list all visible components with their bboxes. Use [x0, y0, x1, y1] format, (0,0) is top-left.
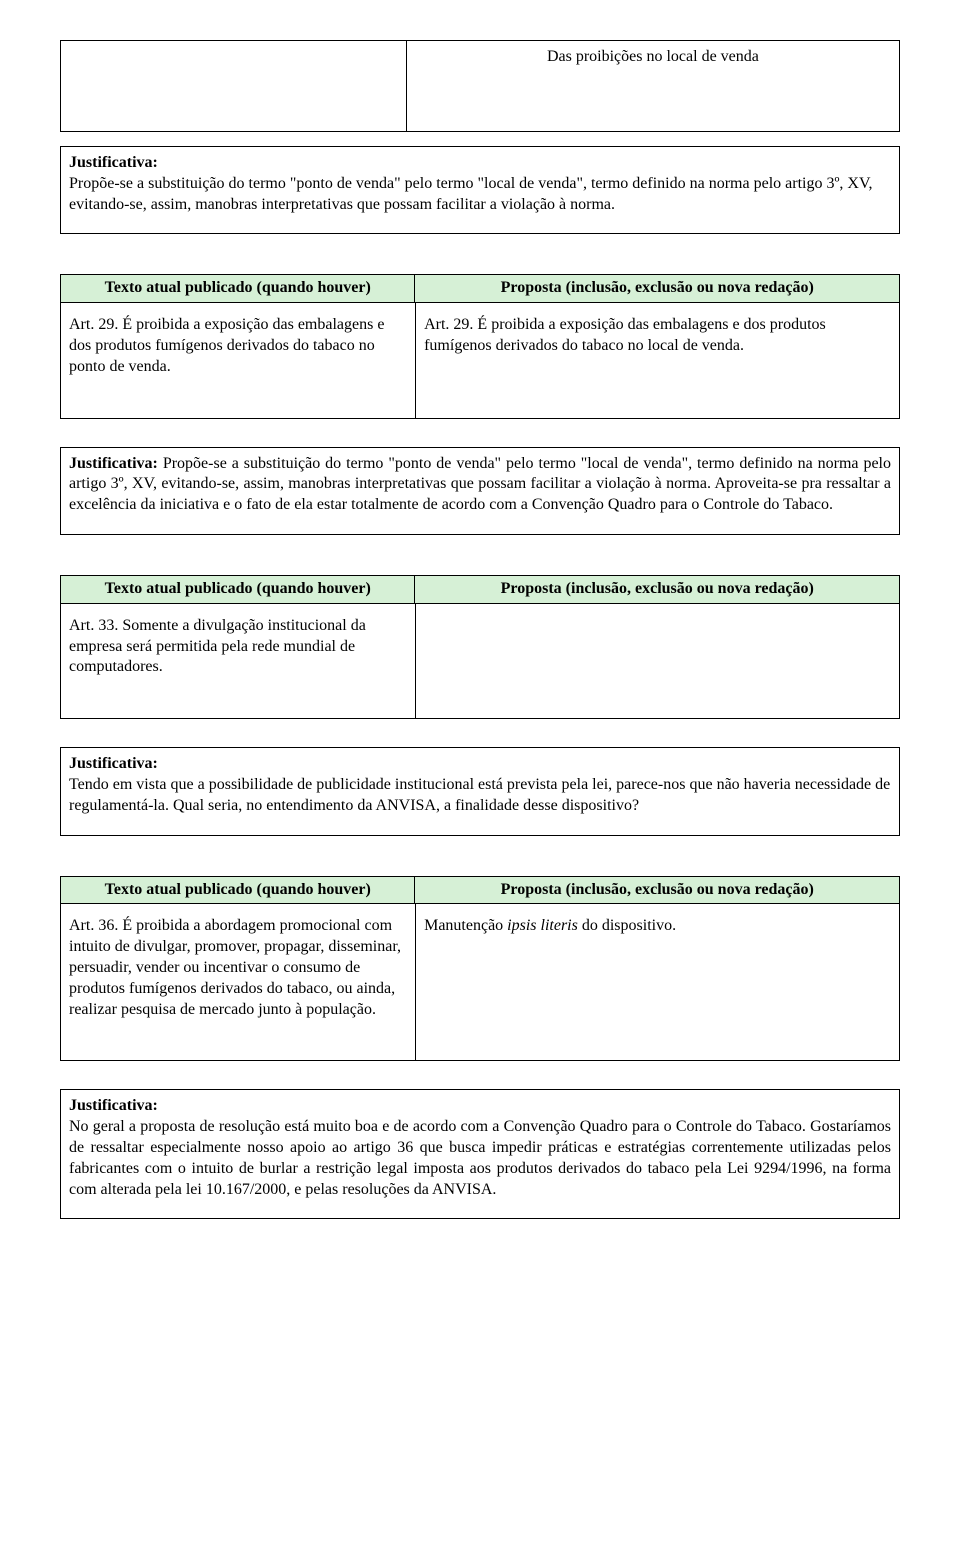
table-4-body-left: Art. 36. É proibida a abordagem promocio…: [61, 904, 416, 1060]
table-3-header-left: Texto atual publicado (quando houver): [61, 576, 415, 604]
table-3-header: Texto atual publicado (quando houver) Pr…: [61, 576, 899, 604]
justif-box-3: Justificativa: Tendo em vista que a poss…: [60, 747, 900, 835]
table-2-header-left: Texto atual publicado (quando houver): [61, 275, 415, 303]
table-4-header: Texto atual publicado (quando houver) Pr…: [61, 877, 899, 905]
table-2-header-right: Proposta (inclusão, exclusão ou nova red…: [415, 275, 899, 303]
justif-body-2-wrap: Justificativa: Propõe-se a substituição …: [69, 454, 891, 516]
justif-body-2: Propõe-se a substituição do termo "ponto…: [69, 455, 891, 514]
table-3-body-left: Art. 33. Somente a divulgação institucio…: [61, 604, 416, 718]
justif-box-4: Justificativa: No geral a proposta de re…: [60, 1089, 900, 1219]
justif-body-4: No geral a proposta de resolução está mu…: [69, 1117, 891, 1200]
top-title-left-empty: [61, 41, 407, 131]
table-2-body: Art. 29. É proibida a exposição das emba…: [61, 303, 899, 417]
table-4-header-right: Proposta (inclusão, exclusão ou nova red…: [415, 877, 899, 905]
justif-label-2: Justificativa:: [69, 455, 158, 472]
table-4-right-prefix: Manutenção: [424, 917, 507, 934]
justif-label-4: Justificativa:: [69, 1097, 158, 1114]
table-3-body: Art. 33. Somente a divulgação institucio…: [61, 604, 899, 718]
table-2-body-right: Art. 29. É proibida a exposição das emba…: [416, 303, 899, 417]
table-4-body-right: Manutenção ipsis literis do dispositivo.: [416, 904, 899, 1060]
top-title-right: Das proibições no local de venda: [407, 41, 899, 131]
table-4-right-suffix: do dispositivo.: [578, 917, 676, 934]
justif-body-3: Tendo em vista que a possibilidade de pu…: [69, 775, 891, 817]
justif-label-3: Justificativa:: [69, 755, 158, 772]
table-4-body: Art. 36. É proibida a abordagem promocio…: [61, 904, 899, 1060]
table-4: Texto atual publicado (quando houver) Pr…: [60, 876, 900, 1062]
table-2: Texto atual publicado (quando houver) Pr…: [60, 274, 900, 418]
justif-box-2: Justificativa: Propõe-se a substituição …: [60, 447, 900, 535]
table-3-header-right: Proposta (inclusão, exclusão ou nova red…: [415, 576, 899, 604]
table-2-body-left: Art. 29. É proibida a exposição das emba…: [61, 303, 416, 417]
justif-body-1: Propõe-se a substituição do termo "ponto…: [69, 174, 891, 216]
justif-box-1: Justificativa: Propõe-se a substituição …: [60, 146, 900, 234]
table-3-body-right: [416, 604, 899, 718]
table-2-header: Texto atual publicado (quando houver) Pr…: [61, 275, 899, 303]
table-4-header-left: Texto atual publicado (quando houver): [61, 877, 415, 905]
table-3: Texto atual publicado (quando houver) Pr…: [60, 575, 900, 719]
table-4-right-italic: ipsis literis: [507, 917, 578, 934]
justif-label-1: Justificativa:: [69, 154, 158, 171]
top-title-box: Das proibições no local de venda: [60, 40, 900, 132]
